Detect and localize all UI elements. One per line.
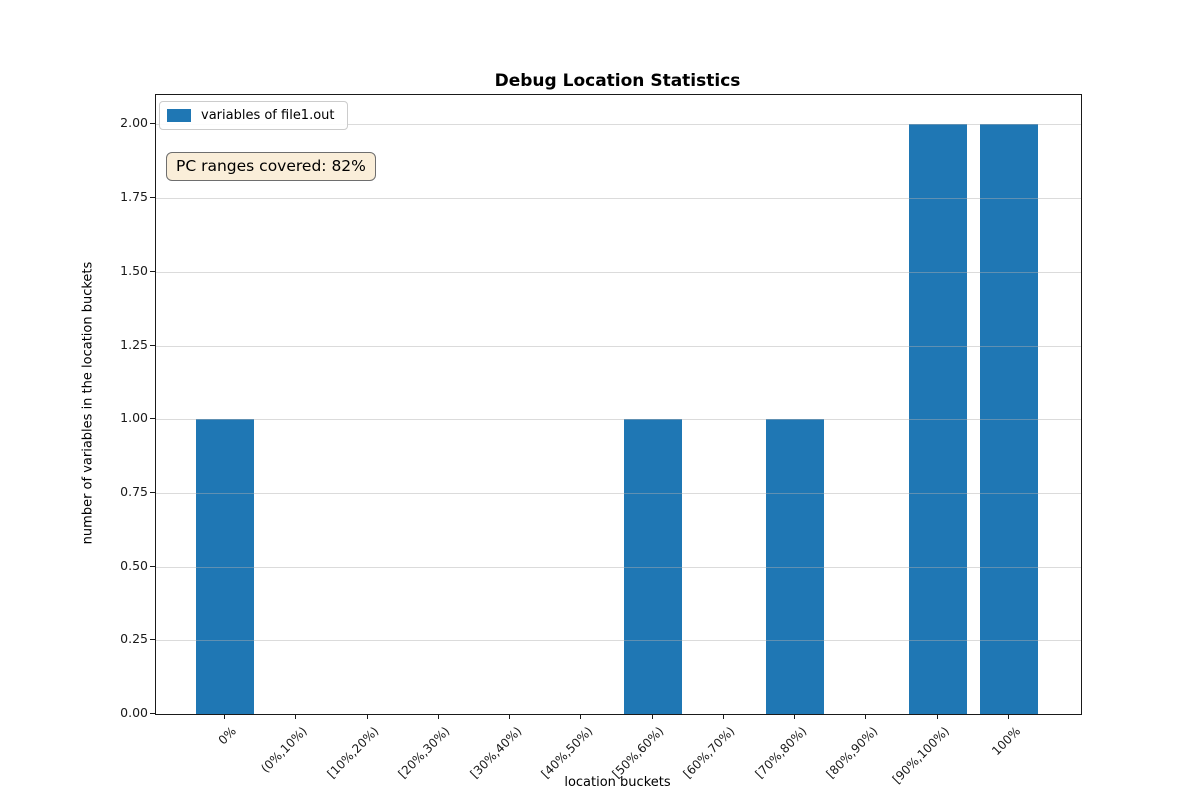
y-tick-label: 0.75 — [120, 483, 148, 499]
y-tick-label: 0.00 — [120, 705, 148, 720]
y-tick-mark — [150, 270, 155, 272]
x-axis-label: location buckets — [564, 775, 671, 790]
bar-[90%,100%) — [908, 124, 967, 714]
x-tick-label: [80%,90%) — [823, 724, 881, 781]
x-tick-mark — [366, 714, 368, 719]
y-tick-label: 0.25 — [120, 631, 148, 647]
y-tick-mark — [150, 565, 155, 567]
x-tick-mark — [794, 714, 796, 719]
x-tick-label: [10%,20%) — [324, 724, 382, 781]
gridline — [156, 124, 1081, 126]
y-tick-mark — [150, 418, 155, 420]
bar-0% — [196, 419, 254, 714]
gridline — [156, 345, 1081, 347]
gridline — [156, 640, 1081, 642]
y-tick-mark — [150, 123, 155, 125]
y-tick-mark — [150, 197, 155, 199]
x-tick-mark — [865, 714, 867, 719]
y-tick-label: 1.50 — [120, 262, 148, 278]
annotation-pc-ranges: PC ranges covered: 82% — [166, 152, 376, 181]
x-tick-mark — [936, 714, 938, 719]
gridline — [156, 492, 1081, 494]
legend-label: variables of file1.out — [201, 108, 335, 123]
gridline — [156, 419, 1081, 421]
x-tick-mark — [651, 714, 653, 719]
y-tick-label: 1.25 — [120, 336, 148, 352]
y-tick-mark — [150, 491, 155, 493]
x-tick-mark — [224, 714, 225, 719]
x-tick-mark — [509, 714, 511, 719]
x-tick-label: [70%,80%) — [752, 724, 810, 781]
x-tick-label: [50%,60%) — [609, 724, 667, 781]
legend: variables of file1.out — [159, 101, 348, 130]
x-tick-label: [40%,50%) — [538, 724, 596, 781]
bar-[50%,60%) — [623, 419, 682, 714]
y-tick-label: 1.75 — [120, 189, 148, 205]
legend-swatch-icon — [167, 109, 191, 122]
y-tick-label: 0.50 — [120, 557, 148, 573]
y-tick-label: 1.00 — [120, 410, 148, 426]
gridline — [156, 566, 1081, 568]
x-tick-mark — [722, 714, 724, 719]
chart-title: Debug Location Statistics — [494, 71, 741, 91]
x-tick-mark — [1007, 714, 1009, 719]
x-tick-label: [20%,30%) — [395, 724, 453, 781]
y-tick-mark — [150, 713, 155, 714]
y-tick-label: 2.00 — [120, 115, 148, 131]
x-tick-label: 100% — [988, 724, 1023, 759]
bar-100% — [979, 124, 1038, 714]
bar-[70%,80%) — [766, 419, 825, 714]
x-tick-label: (0%,10%) — [258, 724, 311, 776]
x-tick-mark — [295, 714, 297, 719]
y-axis-label: number of variables in the location buck… — [80, 261, 96, 545]
x-tick-label: 0% — [215, 724, 239, 748]
gridline — [156, 271, 1081, 273]
y-tick-mark — [150, 639, 155, 641]
x-tick-label: [30%,40%) — [467, 724, 524, 781]
x-tick-mark — [580, 714, 582, 719]
y-tick-mark — [150, 344, 155, 346]
plot-area — [155, 94, 1082, 715]
x-tick-mark — [437, 714, 439, 719]
gridline — [156, 198, 1081, 200]
x-tick-label: [60%,70%) — [680, 724, 738, 781]
